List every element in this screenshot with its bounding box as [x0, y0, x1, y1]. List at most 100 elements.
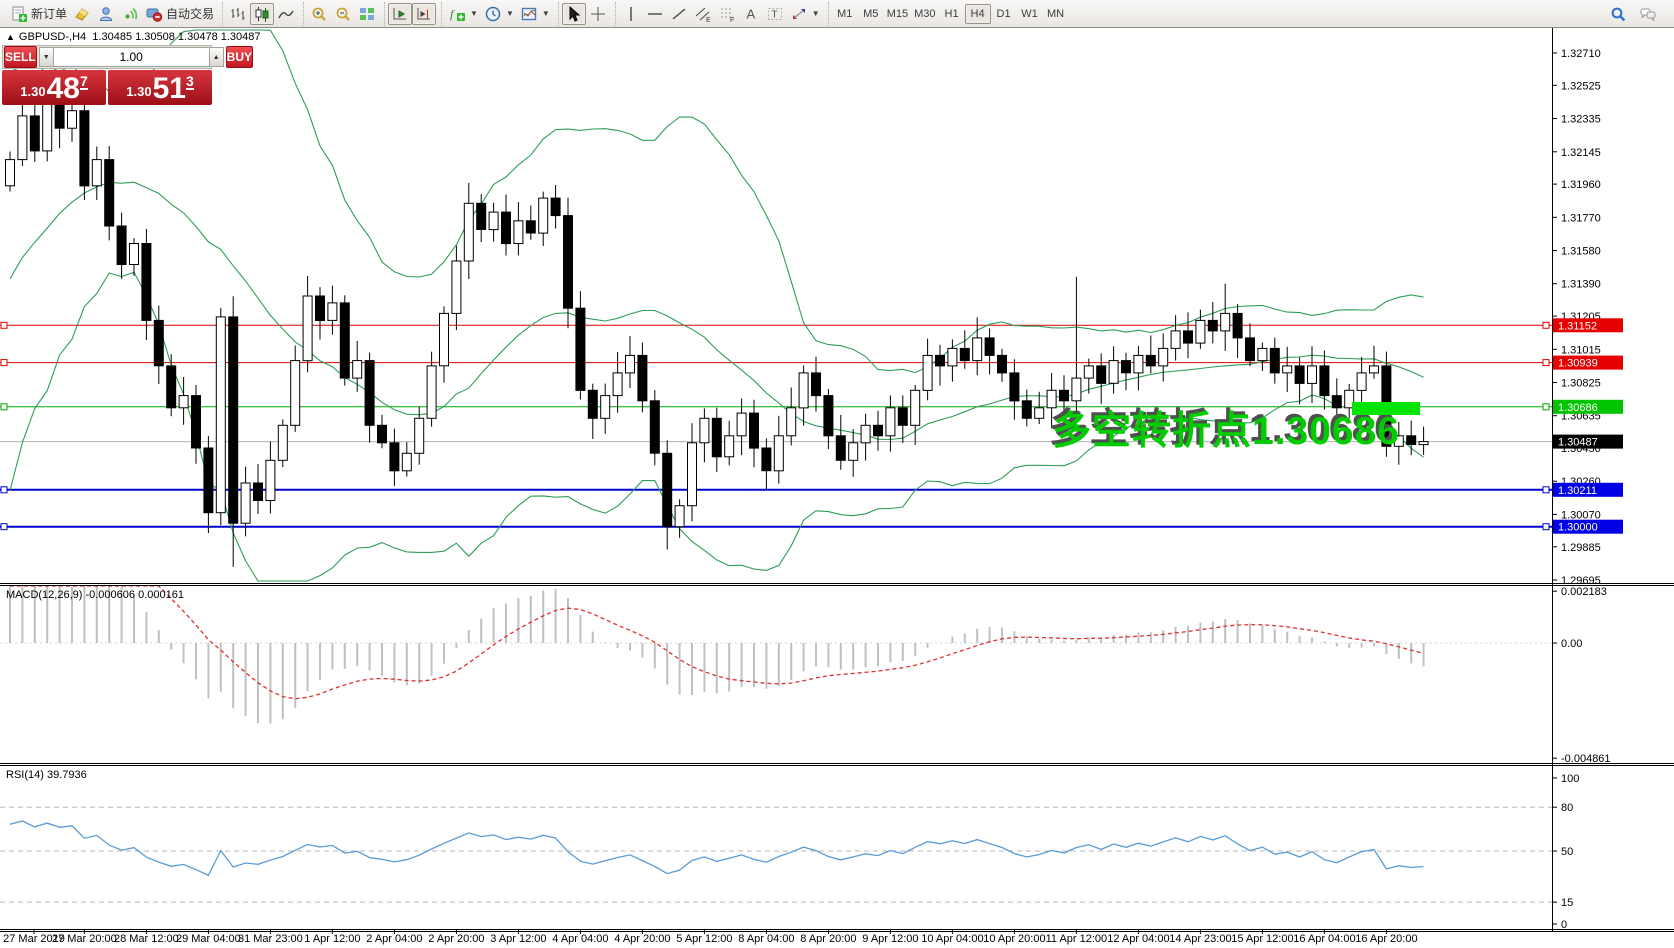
time-axis-label: 14 Apr 23:00: [1169, 933, 1232, 945]
ohlc-values: 1.30485 1.30508 1.30478 1.30487: [92, 31, 261, 43]
trendline-icon: [672, 7, 686, 20]
time-axis-label: 12 Apr 04:00: [1107, 933, 1170, 945]
auto-scroll-button[interactable]: [388, 2, 413, 25]
chart-canvas[interactable]: 1.32710 1.32525 1.32335 1.32145 1.31960 1.317…: [0, 28, 1674, 948]
svg-text:100: 100: [1561, 773, 1579, 785]
sell-price-sup: 7: [79, 73, 88, 90]
crosshair-button[interactable]: [586, 3, 610, 25]
bar-chart-button[interactable]: [226, 3, 250, 25]
time-axis-label: 8 Apr 04:00: [738, 933, 795, 945]
time-axis-label: 5 Apr 12:00: [676, 933, 733, 945]
time-axis-label: 9 Apr 12:00: [862, 933, 919, 945]
timeframe-m30-button[interactable]: M30: [914, 7, 936, 20]
fibonacci-button[interactable]: F: [715, 3, 739, 25]
vertical-line-button[interactable]: [619, 3, 643, 25]
chart-shift-button[interactable]: [412, 2, 437, 25]
timeframe-m5-button[interactable]: M5: [863, 7, 879, 20]
profile-icon: [100, 6, 113, 21]
chat-icon: [1640, 8, 1656, 21]
trendline-button[interactable]: [667, 3, 691, 25]
bars-icon: [231, 7, 245, 20]
time-axis-label: 10 Apr 04:00: [921, 933, 984, 945]
toolbar-button-label: 自动交易: [166, 7, 215, 21]
timeframe-d1-button[interactable]: D1: [996, 7, 1011, 20]
buy-price-prefix: 1.30: [126, 84, 152, 99]
zoom-out-button[interactable]: [331, 3, 355, 25]
volume-decrease-button[interactable]: ▼: [38, 47, 54, 67]
symbol-period-label: GBPUSD-,H4: [18, 31, 87, 43]
buy-button[interactable]: BUY: [225, 46, 254, 68]
hline-icon: [647, 12, 662, 15]
fibo-icon: F: [720, 8, 734, 23]
timeframe-m15-button[interactable]: M15: [886, 7, 909, 20]
sell-price-panel[interactable]: 1.30 48 7: [2, 70, 106, 105]
chat-button[interactable]: [1636, 3, 1660, 25]
profile-button[interactable]: [94, 3, 118, 25]
arrows-button[interactable]: ▼: [787, 3, 823, 25]
time-axis-label: 27 Mar 20:00: [51, 933, 117, 945]
autoscroll-icon: [393, 7, 407, 19]
svg-text:A: A: [746, 6, 755, 21]
toolbar-button-label: 新订单: [31, 7, 68, 21]
svg-text:1.30825: 1.30825: [1561, 378, 1601, 390]
cursor-button[interactable]: [561, 2, 586, 25]
svg-text:50: 50: [1561, 846, 1573, 858]
svg-text:1.30487: 1.30487: [1558, 437, 1598, 449]
time-axis-label: 31 Mar 23:00: [237, 933, 303, 945]
volume-increase-button[interactable]: ▲: [208, 47, 224, 67]
autotrading-button[interactable]: 自动交易: [142, 3, 217, 25]
eraser-button[interactable]: [70, 3, 94, 25]
zoom-in-button[interactable]: [307, 3, 331, 25]
toolbar-group: [557, 1, 613, 26]
candlestick-chart-button[interactable]: [250, 2, 275, 25]
chart-title: ▲ GBPUSD-,H4 1.30485 1.30508 1.30478 1.30…: [6, 31, 261, 43]
svg-text:1.32525: 1.32525: [1561, 80, 1601, 92]
crosshair-icon: [590, 6, 605, 21]
dropdown-caret-icon: ▼: [470, 9, 478, 18]
timeframe-w1-button[interactable]: W1: [1021, 7, 1038, 20]
svg-text:1.31015: 1.31015: [1561, 344, 1601, 356]
tile-windows-button[interactable]: [355, 3, 379, 25]
time-axis-label: 16 Apr 04:00: [1293, 933, 1356, 945]
collapse-panel-toggle[interactable]: ▲: [6, 32, 15, 42]
periods-button[interactable]: ▼: [481, 3, 517, 25]
macd-indicator-label: MACD(12,26,9) -0.000606 0.000161: [6, 589, 184, 601]
volume-input[interactable]: [53, 47, 209, 67]
indicators-button[interactable]: f ▼: [445, 3, 481, 25]
timeframe-h1-button[interactable]: H1: [944, 7, 959, 20]
svg-text:0: 0: [1561, 919, 1567, 931]
horizontal-line-button[interactable]: [643, 3, 667, 25]
timeframe-mn-button[interactable]: MN: [1046, 7, 1065, 20]
time-axis-label: 27 Mar 2019: [3, 933, 65, 945]
candles-icon: [255, 6, 269, 22]
signals-button[interactable]: [118, 3, 142, 25]
tile-icon: [360, 7, 375, 20]
indicators-icon: f: [450, 7, 466, 21]
buy-price-sup: 3: [185, 73, 194, 90]
svg-text:80: 80: [1561, 802, 1573, 814]
timeframe-h4-button[interactable]: H4: [964, 3, 991, 24]
svg-text:1.30939: 1.30939: [1558, 358, 1598, 370]
time-axis-label: 4 Apr 20:00: [614, 933, 671, 945]
svg-text:1.31152: 1.31152: [1558, 320, 1597, 332]
equidistant-channel-button[interactable]: E: [691, 3, 715, 25]
svg-text:E: E: [706, 17, 711, 23]
svg-text:1.30211: 1.30211: [1558, 485, 1597, 497]
time-axis-label: 2 Apr 20:00: [428, 933, 485, 945]
shift-icon: [417, 7, 431, 19]
svg-text:15: 15: [1561, 897, 1573, 909]
timeframe-m1-button[interactable]: M1: [837, 7, 853, 20]
templates-button[interactable]: ▼: [517, 3, 553, 25]
svg-text:1.31390: 1.31390: [1561, 279, 1601, 291]
buy-price-panel[interactable]: 1.30 51 3: [108, 70, 212, 105]
sell-button[interactable]: SELL: [4, 46, 37, 68]
svg-text:1.29695: 1.29695: [1561, 575, 1601, 587]
text-button[interactable]: A: [739, 3, 763, 25]
new-order-button[interactable]: 新订单: [7, 3, 70, 25]
svg-text:1.30686: 1.30686: [1558, 402, 1598, 414]
line-chart-button[interactable]: [274, 3, 298, 25]
search-button[interactable]: [1606, 3, 1630, 25]
toolbar-group: f ▼ ▼ ▼: [441, 1, 556, 26]
toolbar-group: [303, 1, 382, 26]
text-label-button[interactable]: T: [763, 3, 787, 25]
